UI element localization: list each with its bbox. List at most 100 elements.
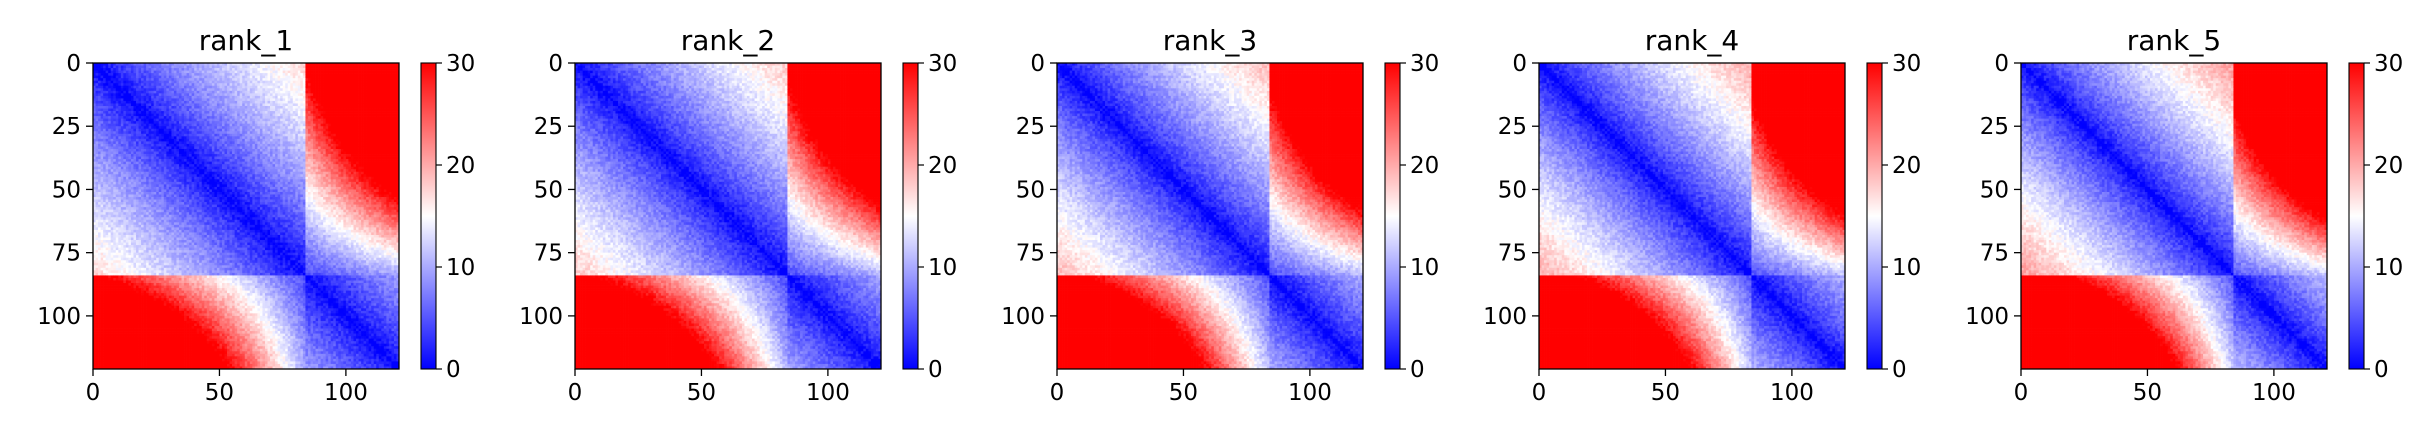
heatmap-cell xyxy=(139,81,142,84)
heatmap-cell xyxy=(151,66,154,69)
heatmap-cell xyxy=(116,93,119,96)
heatmap-cell xyxy=(187,98,190,101)
heatmap-cell xyxy=(240,83,243,86)
heatmap-cell xyxy=(366,73,369,76)
heatmap-cell xyxy=(247,86,250,89)
heatmap-cell xyxy=(366,91,369,94)
heatmap-cell xyxy=(353,81,356,84)
heatmap-cell xyxy=(255,86,258,89)
heatmap-cell xyxy=(293,81,296,84)
heatmap-cell xyxy=(171,71,174,74)
heatmap-cell xyxy=(169,81,172,84)
heatmap-cell xyxy=(232,73,235,76)
heatmap-cell xyxy=(171,88,174,91)
heatmap-cell xyxy=(331,73,334,76)
heatmap-cell xyxy=(305,76,308,79)
heatmap-cell xyxy=(293,71,296,74)
heatmap-cell xyxy=(159,73,162,76)
heatmap-cell xyxy=(103,68,106,71)
heatmap-cell xyxy=(278,71,281,74)
heatmap-cell xyxy=(394,88,397,91)
heatmap-cell xyxy=(149,88,152,91)
heatmap-cell xyxy=(225,68,228,71)
heatmap-cell xyxy=(166,78,169,81)
heatmap-cell xyxy=(217,98,220,101)
heatmap-cell xyxy=(149,81,152,84)
heatmap-cell xyxy=(101,83,104,86)
heatmap-cell xyxy=(204,86,207,89)
heatmap-cell xyxy=(376,66,379,69)
heatmap-cell xyxy=(174,76,177,79)
heatmap-cell xyxy=(187,83,190,86)
heatmap-cell xyxy=(270,68,273,71)
heatmap-cell xyxy=(212,88,215,91)
heatmap-cell xyxy=(361,88,364,91)
heatmap-cell xyxy=(116,91,119,94)
heatmap-cell xyxy=(230,86,233,89)
heatmap-cell xyxy=(310,98,313,101)
heatmap-cell xyxy=(376,73,379,76)
heatmap-cell xyxy=(295,86,298,89)
heatmap-cell xyxy=(101,91,104,94)
heatmap-cell xyxy=(318,98,321,101)
heatmap-cell xyxy=(247,96,250,99)
heatmap-cell xyxy=(222,78,225,81)
heatmap-cell xyxy=(214,66,217,69)
heatmap-cell xyxy=(270,66,273,69)
heatmap-cell xyxy=(338,76,341,79)
heatmap-cell xyxy=(303,73,306,76)
heatmap-cell xyxy=(194,88,197,91)
heatmap-cell xyxy=(194,93,197,96)
heatmap-cell xyxy=(187,91,190,94)
heatmap-cell xyxy=(331,88,334,91)
heatmap-cell xyxy=(103,78,106,81)
heatmap-cell xyxy=(323,78,326,81)
heatmap-cell xyxy=(182,88,185,91)
heatmap-cell xyxy=(356,78,359,81)
heatmap-cell xyxy=(343,86,346,89)
heatmap-cell xyxy=(318,68,321,71)
heatmap-cell xyxy=(364,66,367,69)
heatmap-cell xyxy=(265,78,268,81)
heatmap-cell xyxy=(113,96,116,99)
heatmap-cell xyxy=(250,68,253,71)
heatmap-cell xyxy=(131,68,134,71)
heatmap-cell xyxy=(108,68,111,71)
heatmap-cell xyxy=(310,88,313,91)
heatmap-cell xyxy=(250,83,253,86)
heatmap-cell xyxy=(141,83,144,86)
heatmap-cell xyxy=(217,76,220,79)
heatmap-cell xyxy=(217,71,220,74)
heatmap-cell xyxy=(189,78,192,81)
heatmap-cell xyxy=(164,91,167,94)
heatmap-cell xyxy=(235,96,238,99)
heatmap-cell xyxy=(278,76,281,79)
heatmap-cell xyxy=(225,78,228,81)
heatmap-cell xyxy=(171,83,174,86)
heatmap-cell xyxy=(265,71,268,74)
heatmap-cell xyxy=(166,96,169,99)
heatmap-cell xyxy=(106,93,109,96)
heatmap-cell xyxy=(235,66,238,69)
heatmap-cell xyxy=(369,76,372,79)
heatmap-cell xyxy=(338,91,341,94)
heatmap-cell xyxy=(348,96,351,99)
heatmap-cell xyxy=(278,68,281,71)
heatmap-cell xyxy=(174,81,177,84)
heatmap-cell xyxy=(151,93,154,96)
heatmap-cell xyxy=(250,88,253,91)
heatmap-cell xyxy=(308,81,311,84)
heatmap-cell xyxy=(197,71,200,74)
heatmap-cell xyxy=(288,66,291,69)
heatmap-cell xyxy=(381,66,384,69)
heatmap-cell xyxy=(169,73,172,76)
heatmap-cell xyxy=(313,81,316,84)
heatmap-cell xyxy=(133,73,136,76)
heatmap-cell xyxy=(242,73,245,76)
heatmap-cell xyxy=(247,91,250,94)
heatmap-cell xyxy=(169,88,172,91)
heatmap-cell xyxy=(197,73,200,76)
heatmap-cell xyxy=(310,66,313,69)
heatmap-cell xyxy=(166,93,169,96)
heatmap-cell xyxy=(389,86,392,89)
